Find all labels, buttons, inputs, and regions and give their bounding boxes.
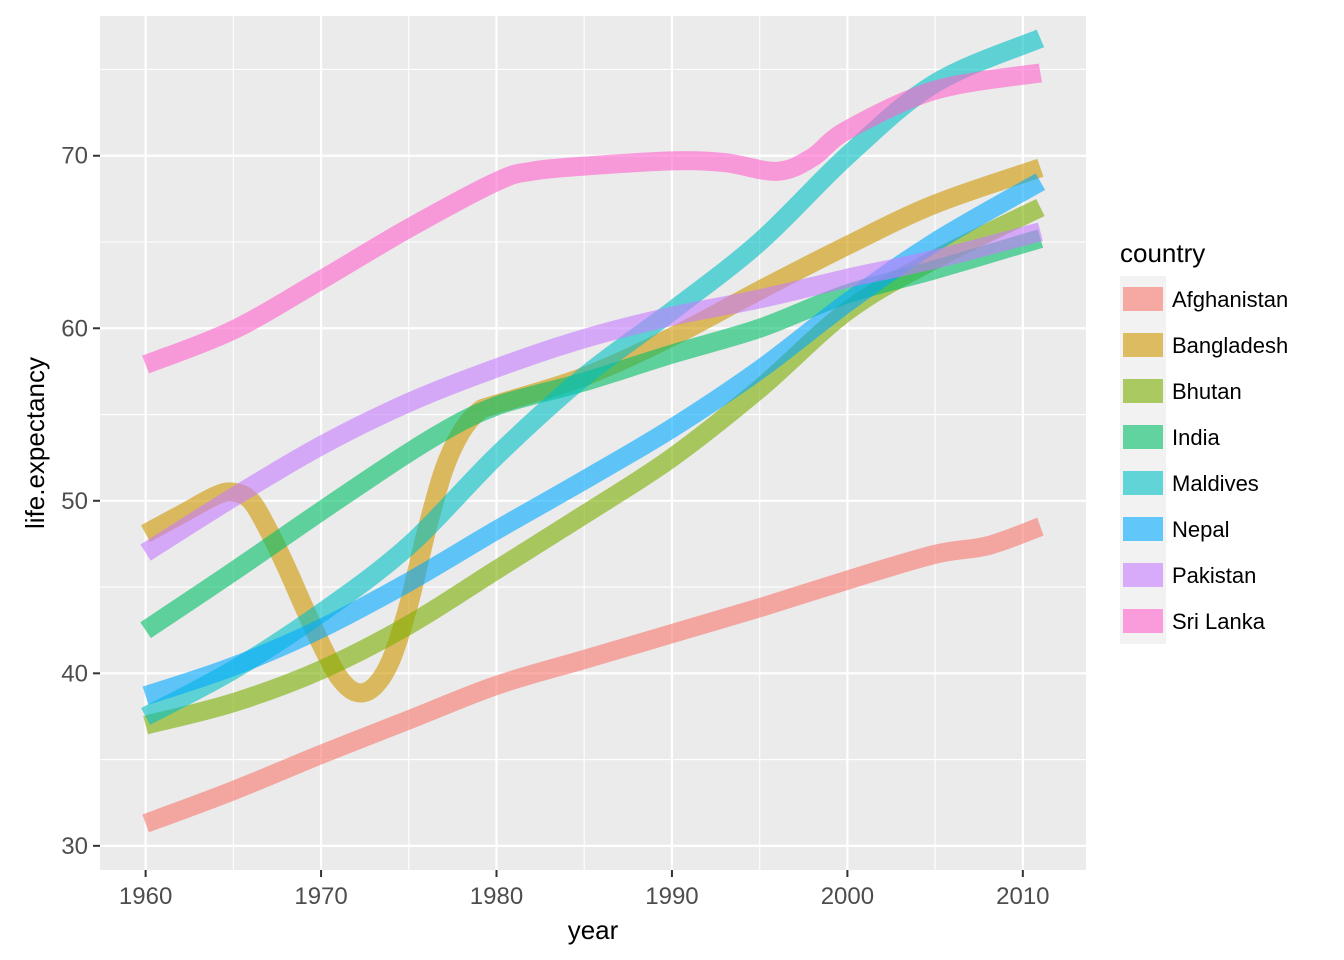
series-line-sri-lanka bbox=[142, 63, 1042, 374]
series-line-maldives bbox=[141, 29, 1045, 725]
x-axis-title: year bbox=[568, 915, 619, 945]
legend-items: Afghanistan Bangladesh Bhutan India Maldives… bbox=[1120, 276, 1288, 644]
x-tick-label: 1980 bbox=[470, 883, 523, 910]
x-tick-label: 2000 bbox=[821, 883, 874, 910]
legend-label: India bbox=[1172, 425, 1220, 450]
legend-swatch bbox=[1123, 333, 1163, 357]
legend-swatch bbox=[1123, 471, 1163, 495]
legend: country Afghanistan Bangladesh Bhutan India… bbox=[1120, 238, 1288, 644]
legend-item-nepal: Nepal bbox=[1120, 506, 1229, 552]
legend-swatch bbox=[1123, 287, 1163, 311]
series-line-pakistan bbox=[140, 222, 1043, 561]
legend-swatch bbox=[1123, 563, 1163, 587]
legend-item-bangladesh: Bangladesh bbox=[1120, 322, 1288, 368]
legend-item-sri-lanka: Sri Lanka bbox=[1120, 598, 1266, 644]
legend-item-bhutan: Bhutan bbox=[1120, 368, 1242, 414]
legend-label: Pakistan bbox=[1172, 563, 1256, 588]
legend-item-maldives: Maldives bbox=[1120, 460, 1259, 506]
legend-swatch bbox=[1123, 609, 1163, 633]
x-tick-label: 2010 bbox=[996, 883, 1049, 910]
y-tick-label: 30 bbox=[61, 833, 88, 860]
y-tick-label: 60 bbox=[61, 315, 88, 342]
legend-label: Sri Lanka bbox=[1172, 609, 1266, 634]
legend-label: Maldives bbox=[1172, 471, 1259, 496]
x-tick-label: 1960 bbox=[119, 883, 172, 910]
axis-ticks bbox=[93, 154, 1024, 877]
legend-swatch bbox=[1123, 379, 1163, 403]
plot-panel bbox=[100, 16, 1086, 870]
x-tick-label: 1970 bbox=[294, 883, 347, 910]
legend-item-afghanistan: Afghanistan bbox=[1120, 276, 1288, 322]
legend-item-pakistan: Pakistan bbox=[1120, 552, 1256, 598]
y-tick-labels: 30 40 50 60 70 bbox=[61, 143, 88, 860]
x-tick-labels: 1960 1970 1980 1990 2000 2010 bbox=[119, 883, 1050, 910]
legend-swatch bbox=[1123, 425, 1163, 449]
legend-swatch bbox=[1123, 517, 1163, 541]
x-tick-label: 1990 bbox=[645, 883, 698, 910]
y-tick-label: 40 bbox=[61, 660, 88, 687]
legend-label: Bangladesh bbox=[1172, 333, 1288, 358]
legend-title: country bbox=[1120, 238, 1205, 268]
legend-label: Nepal bbox=[1172, 517, 1229, 542]
legend-item-india: India bbox=[1120, 414, 1220, 460]
legend-label: Bhutan bbox=[1172, 379, 1242, 404]
series-line-afghanistan bbox=[142, 517, 1044, 833]
legend-label: Afghanistan bbox=[1172, 287, 1288, 312]
y-tick-label: 70 bbox=[61, 143, 88, 170]
y-tick-label: 50 bbox=[61, 488, 88, 515]
y-axis-title: life.expectancy bbox=[20, 357, 50, 529]
series-lines bbox=[140, 29, 1046, 833]
